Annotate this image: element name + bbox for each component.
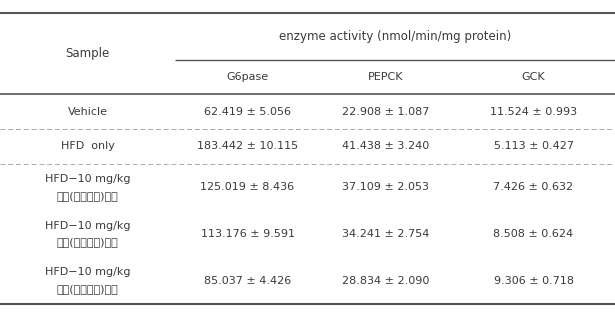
Text: 8.508 ± 0.624: 8.508 ± 0.624 <box>493 229 574 239</box>
Text: HFD−10 mg/kg: HFD−10 mg/kg <box>45 221 130 231</box>
Text: 125.019 ± 8.436: 125.019 ± 8.436 <box>200 182 295 192</box>
Text: 대두(생물전환)산물: 대두(생물전환)산물 <box>57 237 119 248</box>
Text: 85.037 ± 4.426: 85.037 ± 4.426 <box>204 276 291 286</box>
Text: 37.109 ± 2.053: 37.109 ± 2.053 <box>343 182 429 192</box>
Text: 11.524 ± 0.993: 11.524 ± 0.993 <box>490 107 577 117</box>
Text: 9.306 ± 0.718: 9.306 ± 0.718 <box>493 276 574 286</box>
Text: GCK: GCK <box>522 72 546 82</box>
Text: HFD−10 mg/kg: HFD−10 mg/kg <box>45 174 130 184</box>
Text: Sample: Sample <box>66 47 109 60</box>
Text: 미강(생물전환)산물: 미강(생물전환)산물 <box>57 191 119 201</box>
Text: PEPCK: PEPCK <box>368 72 403 82</box>
Text: 62.419 ± 5.056: 62.419 ± 5.056 <box>204 107 291 117</box>
Text: 28.834 ± 2.090: 28.834 ± 2.090 <box>342 276 430 286</box>
Text: 참깨(생물전환)산물: 참깨(생물전환)산물 <box>57 284 119 294</box>
Text: 183.442 ± 10.115: 183.442 ± 10.115 <box>197 141 298 152</box>
Text: 22.908 ± 1.087: 22.908 ± 1.087 <box>342 107 430 117</box>
Text: 41.438 ± 3.240: 41.438 ± 3.240 <box>343 141 429 152</box>
Text: 34.241 ± 2.754: 34.241 ± 2.754 <box>342 229 430 239</box>
Text: HFD−10 mg/kg: HFD−10 mg/kg <box>45 268 130 277</box>
Text: Vehicle: Vehicle <box>68 107 108 117</box>
Text: HFD  only: HFD only <box>61 141 114 152</box>
Text: 7.426 ± 0.632: 7.426 ± 0.632 <box>493 182 574 192</box>
Text: enzyme activity (nmol/min/mg protein): enzyme activity (nmol/min/mg protein) <box>279 29 511 42</box>
Text: 113.176 ± 9.591: 113.176 ± 9.591 <box>200 229 295 239</box>
Text: G6pase: G6pase <box>226 72 269 82</box>
Text: 5.113 ± 0.427: 5.113 ± 0.427 <box>493 141 574 152</box>
